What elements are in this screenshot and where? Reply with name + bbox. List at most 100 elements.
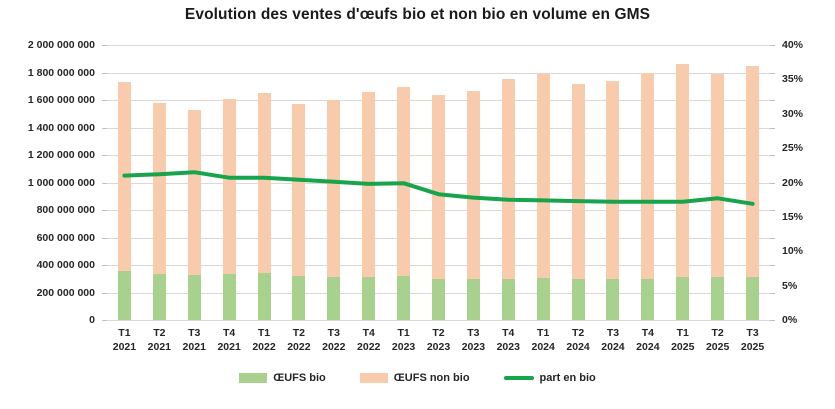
x-axis-label: T1 2023 <box>391 327 416 353</box>
bar-oeufs-non-bio <box>432 94 445 279</box>
right-axis-tick <box>770 210 775 211</box>
bar-oeufs-bio <box>676 276 690 320</box>
bar-oeufs-bio <box>466 279 480 320</box>
bar-oeufs-bio <box>292 276 306 320</box>
x-axis-label: T4 2022 <box>357 327 381 353</box>
left-axis-tick <box>102 237 107 239</box>
right-axis-label: 35% <box>782 73 804 86</box>
right-axis-tick <box>770 127 775 129</box>
right-axis-label: 15% <box>782 210 804 223</box>
left-axis-label: 800 000 000 <box>36 204 95 216</box>
right-axis-label: 5% <box>782 279 798 292</box>
left-axis-tick <box>102 127 107 129</box>
x-axis-label: T3 2024 <box>601 327 625 353</box>
bar-oeufs-non-bio <box>746 66 760 278</box>
legend-item-oeufs-bio: ŒUFS bio <box>239 372 326 384</box>
right-axis-label: 40% <box>782 39 804 51</box>
bar-oeufs-bio <box>432 278 445 320</box>
x-axis-label: T1 2025 <box>671 327 695 353</box>
right-axis-tick <box>770 265 775 266</box>
bar-oeufs-bio <box>362 276 376 320</box>
left-axis-label: 1 800 000 000 <box>27 66 95 79</box>
x-axis-label: T3 2023 <box>461 327 486 353</box>
right-axis-tick <box>770 72 775 74</box>
part-en-bio-label: part en bio <box>539 372 596 384</box>
x-axis-label: T3 2022 <box>322 327 346 353</box>
gridline <box>107 45 770 46</box>
oeufs-non-bio-label: ŒUFS non bio <box>393 372 470 384</box>
right-axis-label: 10% <box>782 245 804 258</box>
legend: ŒUFS bio ŒUFS non bio part en bio <box>0 372 835 384</box>
left-axis-tick <box>102 72 107 74</box>
bar-oeufs-non-bio <box>222 98 236 274</box>
x-axis-label: T1 2021 <box>112 327 137 353</box>
left-axis-tick <box>102 155 107 156</box>
gridline <box>107 320 770 321</box>
bar-oeufs-non-bio <box>362 92 376 277</box>
bar-oeufs-non-bio <box>711 73 725 277</box>
bar-oeufs-non-bio <box>606 80 620 280</box>
part-en-bio-swatch <box>503 376 534 380</box>
legend-item-oeufs-non-bio: ŒUFS non bio <box>359 372 470 384</box>
bar-oeufs-non-bio <box>327 100 341 278</box>
bar-oeufs-bio <box>327 277 341 320</box>
left-axis-tick <box>102 265 107 266</box>
x-axis-label: T3 2025 <box>740 327 765 353</box>
x-axis-label: T4 2021 <box>217 327 241 353</box>
right-axis-tick <box>770 155 775 156</box>
bar-oeufs-non-bio <box>571 84 585 280</box>
right-axis-tick <box>770 45 775 46</box>
right-axis-tick <box>770 292 775 294</box>
left-axis-tick <box>102 210 107 211</box>
x-axis-label: T1 2022 <box>252 327 276 353</box>
x-axis-label: T2 2025 <box>705 327 730 353</box>
x-axis-label: T3 2021 <box>182 327 206 353</box>
left-axis-label: 0 <box>89 314 95 326</box>
left-axis-label: 1 600 000 000 <box>27 94 95 106</box>
bar-oeufs-bio <box>222 273 236 320</box>
legend-item-part-en-bio: part en bio <box>503 372 596 384</box>
x-axis-label: T2 2024 <box>566 327 590 353</box>
chart-title: Evolution des ventes d'œufs bio et non b… <box>184 6 651 23</box>
right-axis-tick <box>770 182 775 184</box>
left-axis-tick <box>102 100 107 101</box>
right-axis-tick <box>770 100 775 101</box>
x-axis-label: T2 2022 <box>287 327 311 353</box>
x-axis-label: T4 2023 <box>496 327 520 353</box>
left-axis-label: 1 200 000 000 <box>27 149 95 161</box>
left-axis-label: 400 000 000 <box>36 259 95 271</box>
bar-oeufs-bio <box>257 273 271 320</box>
left-axis-label: 2 000 000 000 <box>27 39 95 51</box>
bar-oeufs-bio <box>746 277 760 320</box>
bar-oeufs-bio <box>501 279 515 320</box>
left-axis-tick <box>102 45 107 46</box>
x-axis-label: T4 2024 <box>636 327 660 353</box>
bar-oeufs-non-bio <box>397 86 411 276</box>
right-axis-label: 20% <box>782 176 804 189</box>
bar-oeufs-non-bio <box>152 102 166 274</box>
left-axis-label: 600 000 000 <box>36 231 95 244</box>
gridline <box>107 72 770 74</box>
bar-oeufs-bio <box>397 276 411 320</box>
bar-oeufs-non-bio <box>676 64 690 277</box>
bar-oeufs-non-bio <box>257 93 271 274</box>
bar-oeufs-non-bio <box>641 73 655 279</box>
bar-oeufs-bio <box>641 278 655 320</box>
bar-oeufs-bio <box>571 279 585 320</box>
oeufs-bio-swatch <box>239 373 268 383</box>
bar-oeufs-bio <box>152 273 166 320</box>
bar-oeufs-bio <box>536 278 550 320</box>
left-axis-label: 200 000 000 <box>36 286 95 299</box>
bar-oeufs-bio <box>187 274 201 320</box>
bar-oeufs-non-bio <box>117 82 131 271</box>
bar-oeufs-bio <box>711 276 725 320</box>
left-axis-tick <box>102 182 107 184</box>
right-axis-label: 0% <box>782 314 798 326</box>
bar-oeufs-non-bio <box>536 73 550 279</box>
bar-oeufs-non-bio <box>187 109 201 275</box>
left-axis-tick <box>102 320 107 321</box>
right-axis-tick <box>770 237 775 239</box>
oeufs-bio-label: ŒUFS bio <box>273 372 326 384</box>
bar-oeufs-bio <box>606 279 620 320</box>
right-axis-label: 25% <box>782 142 804 155</box>
